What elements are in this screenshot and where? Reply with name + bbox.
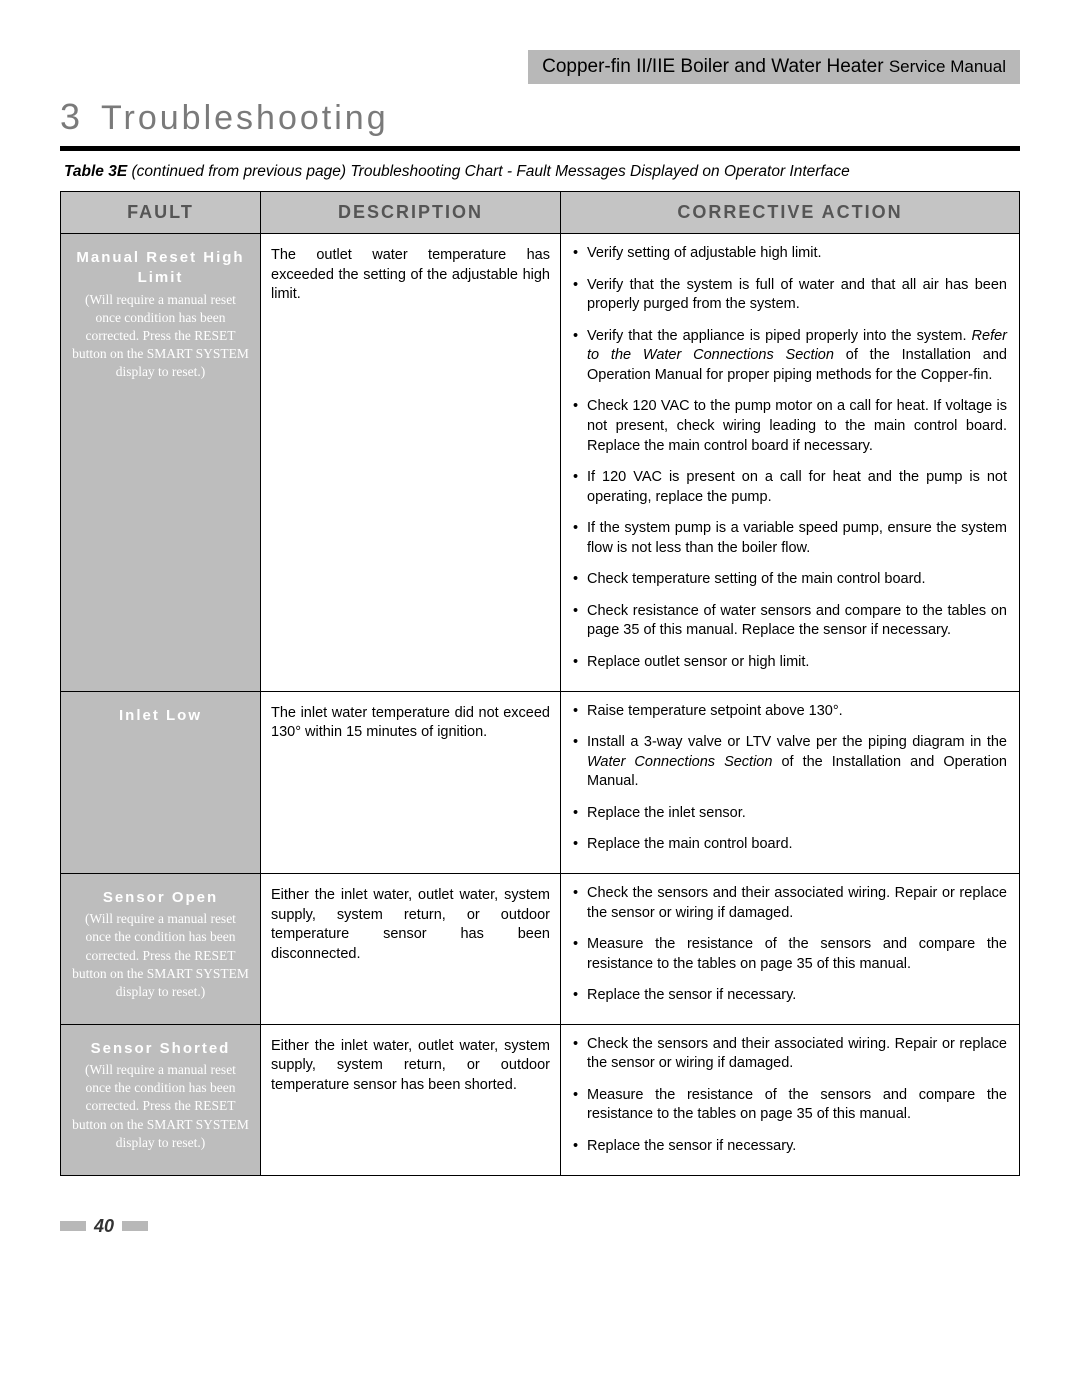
action-item: If 120 VAC is present on a call for heat… <box>573 468 1007 507</box>
fault-title: Sensor Open <box>71 888 250 908</box>
action-item: If the system pump is a variable speed p… <box>573 519 1007 558</box>
section-heading: 3 Troubleshooting <box>60 92 1020 146</box>
action-cell: Raise temperature setpoint above 130°. In… <box>561 691 1020 873</box>
table-row: Sensor Shorted(Will require a manual res… <box>61 1024 1020 1175</box>
footer-block-right <box>122 1221 148 1231</box>
section-rule <box>60 146 1020 151</box>
action-item: Verify that the system is full of water … <box>573 276 1007 315</box>
header-sub: Service Manual <box>889 57 1006 76</box>
fault-title: Sensor Shorted <box>71 1039 250 1059</box>
fault-title: Inlet Low <box>71 706 250 726</box>
description-cell: The outlet water temperature has exceede… <box>261 234 561 692</box>
fault-title: Manual Reset High Limit <box>71 248 250 289</box>
action-cell: Verify setting of adjustable high limit.… <box>561 234 1020 692</box>
fault-cell: Sensor Shorted(Will require a manual res… <box>61 1024 261 1175</box>
section-number: 3 <box>60 96 83 137</box>
action-item: Check 120 VAC to the pump motor on a cal… <box>573 397 1007 456</box>
action-item: Replace the sensor if necessary. <box>573 1137 1007 1157</box>
action-list: Raise temperature setpoint above 130°. In… <box>573 702 1007 855</box>
action-pre: Verify that the appliance is piped prope… <box>587 328 972 344</box>
action-item: Check the sensors and their associated w… <box>573 1035 1007 1074</box>
action-item: Replace the inlet sensor. <box>573 804 1007 824</box>
document-header-band: Copper-fin II/IIE Boiler and Water Heate… <box>528 50 1020 84</box>
col-fault: FAULT <box>61 192 261 234</box>
table-caption-bold: Table 3E <box>64 163 127 180</box>
action-item: Measure the resistance of the sensors an… <box>573 935 1007 974</box>
table-caption: Table 3E (continued from previous page) … <box>60 163 1020 181</box>
col-action: CORRECTIVE ACTION <box>561 192 1020 234</box>
fault-note: (Will require a manual reset once condit… <box>71 291 250 382</box>
action-item: Check resistance of water sensors and co… <box>573 602 1007 641</box>
page-footer: 40 <box>60 1216 1020 1237</box>
action-item: Raise temperature setpoint above 130°. <box>573 702 1007 722</box>
description-cell: Either the inlet water, outlet water, sy… <box>261 873 561 1024</box>
header-main: Copper-fin II/IIE Boiler and Water Heate… <box>542 56 883 77</box>
fault-cell: Inlet Low <box>61 691 261 873</box>
action-item: Check the sensors and their associated w… <box>573 884 1007 923</box>
table-caption-rest: (continued from previous page) Troublesh… <box>132 163 850 180</box>
action-italic: Water Connections Section <box>587 754 772 770</box>
troubleshooting-table: FAULT DESCRIPTION CORRECTIVE ACTION Manu… <box>60 191 1020 1176</box>
fault-cell: Sensor Open(Will require a manual reset … <box>61 873 261 1024</box>
table-row: Manual Reset High Limit(Will require a m… <box>61 234 1020 692</box>
table-row: Sensor Open(Will require a manual reset … <box>61 873 1020 1024</box>
action-item: Check temperature setting of the main co… <box>573 570 1007 590</box>
description-cell: Either the inlet water, outlet water, sy… <box>261 1024 561 1175</box>
col-description: DESCRIPTION <box>261 192 561 234</box>
action-item: Verify that the appliance is piped prope… <box>573 327 1007 386</box>
action-pre: Install a 3-way valve or LTV valve per t… <box>587 734 1007 750</box>
section-title-text: Troubleshooting <box>101 99 389 137</box>
table-row: Inlet Low The inlet water temperature did… <box>61 691 1020 873</box>
fault-note: (Will require a manual reset once the co… <box>71 910 250 1001</box>
description-cell: The inlet water temperature did not exce… <box>261 691 561 873</box>
action-item: Replace the main control board. <box>573 835 1007 855</box>
action-item: Replace the sensor if necessary. <box>573 986 1007 1006</box>
action-item: Measure the resistance of the sensors an… <box>573 1086 1007 1125</box>
action-cell: Check the sensors and their associated w… <box>561 1024 1020 1175</box>
action-list: Check the sensors and their associated w… <box>573 884 1007 1006</box>
action-item: Replace outlet sensor or high limit. <box>573 653 1007 673</box>
action-cell: Check the sensors and their associated w… <box>561 873 1020 1024</box>
action-item: Install a 3-way valve or LTV valve per t… <box>573 733 1007 792</box>
action-list: Verify setting of adjustable high limit.… <box>573 244 1007 673</box>
page-number: 40 <box>94 1216 114 1237</box>
fault-note: (Will require a manual reset once the co… <box>71 1061 250 1152</box>
footer-block-left <box>60 1221 86 1231</box>
action-item: Verify setting of adjustable high limit. <box>573 244 1007 264</box>
fault-cell: Manual Reset High Limit(Will require a m… <box>61 234 261 692</box>
action-list: Check the sensors and their associated w… <box>573 1035 1007 1157</box>
table-header-row: FAULT DESCRIPTION CORRECTIVE ACTION <box>61 192 1020 234</box>
